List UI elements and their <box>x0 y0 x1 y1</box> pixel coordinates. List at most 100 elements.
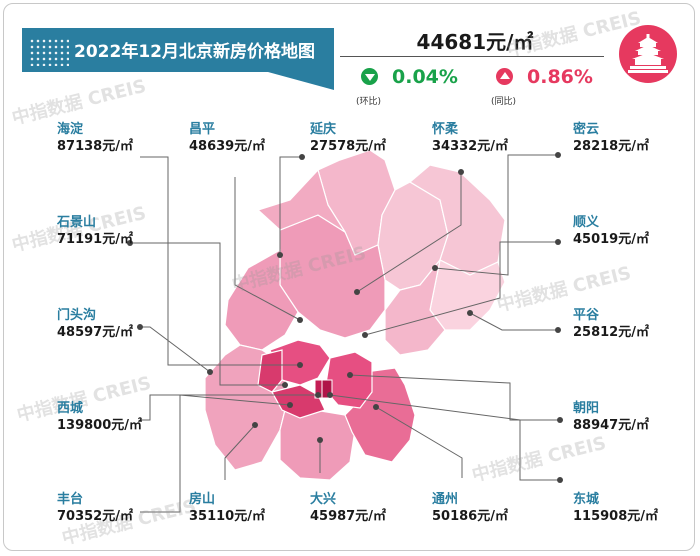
district-price: 45019 <box>573 232 619 247</box>
district-label-fangshan: 房山 35110元/㎡ <box>189 491 265 525</box>
district-name: 密云 <box>573 122 600 137</box>
district-name: 平谷 <box>573 308 600 323</box>
leader-line-fangshan <box>224 424 256 480</box>
district-label-shijingshan: 石景山 71191元/㎡ <box>57 214 133 248</box>
anchor-dot-chaoyang-map <box>347 372 353 378</box>
unit: 元/㎡ <box>234 139 265 154</box>
district-price: 25812 <box>573 325 619 340</box>
district-label-xicheng: 西城 139800元/㎡ <box>57 400 142 434</box>
map-region-shunyi <box>384 259 446 356</box>
district-name: 东城 <box>573 492 600 507</box>
card-frame <box>3 3 695 551</box>
district-label-fengtai: 丰台 70352元/㎡ <box>57 491 133 525</box>
district-name: 石景山 <box>57 215 97 230</box>
anchor-dot-pinggu-map <box>467 310 473 316</box>
title-banner-tab <box>268 72 334 90</box>
district-name: 昌平 <box>189 122 216 137</box>
anchor-dot-shunyi <box>555 239 561 245</box>
anchor-dot-miyun-map <box>432 265 438 271</box>
unit: 元/㎡ <box>627 509 659 524</box>
anchor-dot-xicheng <box>315 392 321 398</box>
leader-line-haidian <box>140 156 300 366</box>
district-name: 海淀 <box>57 122 84 137</box>
anchor-dot-pinggu <box>555 327 561 333</box>
leader-line-mentougou <box>140 326 211 373</box>
district-price: 71191 <box>57 232 103 247</box>
dot-grid-icon <box>29 38 69 66</box>
district-price: 45987 <box>310 509 356 524</box>
mom-change-label: (环比) <box>356 97 382 107</box>
temple-of-heaven-icon <box>619 25 677 83</box>
leader-line-fengtai <box>140 394 291 513</box>
unit: 元/㎡ <box>618 418 649 433</box>
leader-line-tongzhou <box>375 406 463 478</box>
district-name: 顺义 <box>573 215 600 230</box>
anchor-dot-shijingshan <box>127 240 133 246</box>
district-label-dongcheng: 东城 115908元/㎡ <box>573 491 658 525</box>
district-price: 115908 <box>573 509 628 524</box>
anchor-dot-shijingshan-map <box>282 382 288 388</box>
district-name: 丰台 <box>57 492 84 507</box>
district-name: 延庆 <box>310 122 337 137</box>
district-price: 48597 <box>57 325 103 340</box>
district-price: 88947 <box>573 418 619 433</box>
anchor-dot-shunyi-map <box>362 332 368 338</box>
district-price: 139800 <box>57 418 112 433</box>
unit: 元/㎡ <box>102 232 133 247</box>
anchor-dot-changping <box>297 317 303 323</box>
anchor-dot-fangshan <box>252 422 258 428</box>
district-name: 通州 <box>432 492 459 507</box>
unit: 元/㎡ <box>477 139 508 154</box>
district-label-chaoyang: 朝阳 88947元/㎡ <box>573 400 649 434</box>
unit: 元/㎡ <box>102 325 133 340</box>
district-price: 87138 <box>57 139 103 154</box>
district-label-miyun: 密云 28218元/㎡ <box>573 121 649 155</box>
leader-line-shunyi <box>364 241 558 336</box>
yoy-change-value: 0.86% <box>527 66 593 88</box>
district-price: 28218 <box>573 139 619 154</box>
unit: 元/㎡ <box>477 509 508 524</box>
district-label-haidian: 海淀 87138元/㎡ <box>57 121 133 155</box>
average-price: 44681元/㎡ <box>416 30 534 54</box>
district-name: 房山 <box>189 492 216 507</box>
leader-line-xicheng <box>140 394 318 421</box>
leader-line-pinggu <box>469 312 558 331</box>
district-label-huairou: 怀柔 34332元/㎡ <box>432 121 508 155</box>
mom-change-value: 0.04% <box>392 66 458 88</box>
anchor-dot-haidian <box>297 362 303 368</box>
title-banner: 2022年12月北京新房价格地图 <box>22 28 334 72</box>
district-label-daxing: 大兴 45987元/㎡ <box>310 491 386 525</box>
yoy-change-label: (同比) <box>491 97 517 107</box>
anchor-dot-fengtai <box>287 402 293 408</box>
up-arrow-icon <box>496 68 513 85</box>
down-arrow-icon <box>361 68 378 85</box>
unit: 元/㎡ <box>618 139 649 154</box>
anchor-dot-dongcheng-map <box>327 392 333 398</box>
unit: 元/㎡ <box>355 509 386 524</box>
leader-line-changping <box>234 177 301 321</box>
leader-line-huairou <box>356 172 462 293</box>
leader-line-chaoyang <box>349 374 560 421</box>
anchor-dot-yanqing-map <box>277 252 283 258</box>
anchor-dot-mentougou-map <box>207 369 213 375</box>
leader-line-shijingshan <box>130 242 285 386</box>
district-name: 朝阳 <box>573 401 600 416</box>
unit: 元/㎡ <box>234 509 265 524</box>
district-price: 35110 <box>189 509 235 524</box>
district-label-tongzhou: 通州 50186元/㎡ <box>432 491 508 525</box>
unit: 元/㎡ <box>102 139 133 154</box>
district-name: 西城 <box>57 401 84 416</box>
anchor-dot-dongcheng <box>557 477 563 483</box>
district-label-shunyi: 顺义 45019元/㎡ <box>573 214 649 248</box>
district-label-changping: 昌平 48639元/㎡ <box>189 121 265 155</box>
unit: 元/㎡ <box>618 325 649 340</box>
leader-line-dongcheng <box>329 394 560 481</box>
page-title: 2022年12月北京新房价格地图 <box>74 42 315 62</box>
district-name: 怀柔 <box>432 122 459 137</box>
anchor-dot-daxing <box>317 437 323 443</box>
district-price: 70352 <box>57 509 103 524</box>
anchor-dot-huairou-map <box>354 289 360 295</box>
district-name: 门头沟 <box>57 308 97 323</box>
unit: 元/㎡ <box>618 232 649 247</box>
anchor-dot-mentougou <box>137 324 143 330</box>
